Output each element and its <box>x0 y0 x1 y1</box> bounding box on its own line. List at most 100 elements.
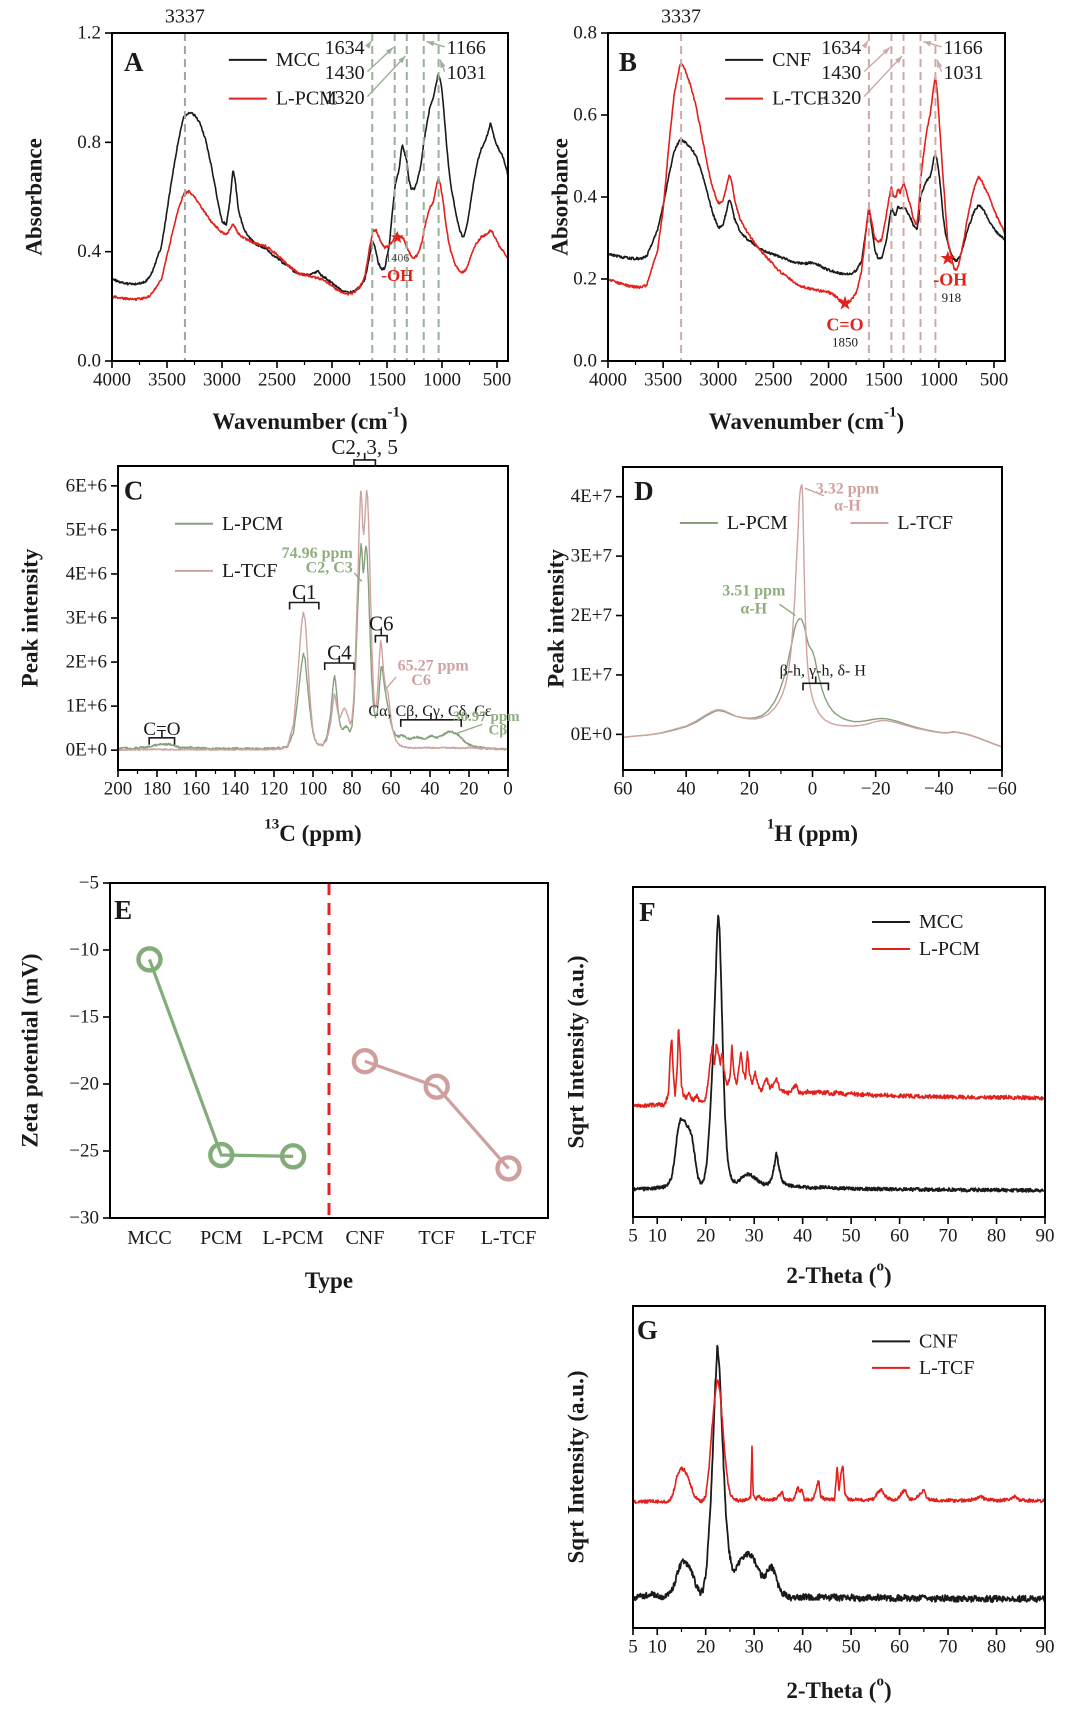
svg-text:0.6: 0.6 <box>573 105 597 126</box>
svg-text:L-PCM: L-PCM <box>727 512 788 534</box>
svg-text:20: 20 <box>696 1226 715 1247</box>
svg-text:1850: 1850 <box>832 334 858 349</box>
svg-text:D: D <box>634 476 654 506</box>
panel-d-1h-nmr: 60 40 20 0 −20 −40 −60 0E+0 1E+7 2E+7 3E+7 4E+7 1H (… <box>540 435 1081 850</box>
svg-text:20: 20 <box>460 779 479 800</box>
svg-text:C: C <box>124 475 144 505</box>
svg-text:β-h, γ-h, δ- H: β-h, γ-h, δ- H <box>780 662 867 679</box>
svg-text:40: 40 <box>793 1226 812 1247</box>
svg-text:90: 90 <box>1036 1637 1055 1658</box>
svg-text:90: 90 <box>1036 1226 1055 1247</box>
svg-text:L-PCM: L-PCM <box>263 1227 324 1249</box>
svg-text:1.2: 1.2 <box>77 23 101 44</box>
svg-text:60: 60 <box>890 1226 909 1247</box>
panel-e-zeta-potential: MCC PCM L-PCM CNF TCF L-TCF −5 −10 −15 −20 −25 −30 T… <box>0 850 556 1298</box>
svg-text:0E+0: 0E+0 <box>66 740 107 761</box>
panel-F-chart: 5 10 20 30 40 50 60 70 80 90 2-Theta (o) Sqrt Inten… <box>564 886 1055 1288</box>
svg-text:Wavenumber (cm-1): Wavenumber (cm-1) <box>212 404 407 433</box>
panel-C-chart: 200 180 160 140 120 100 80 60 40 20 00E+01E+62E+63… <box>18 435 521 845</box>
svg-text:1166: 1166 <box>943 37 982 59</box>
svg-text:G: G <box>637 1315 658 1345</box>
svg-text:Absorbance: Absorbance <box>548 138 573 256</box>
svg-text:L-TCF: L-TCF <box>222 560 278 582</box>
svg-text:C6: C6 <box>411 672 431 689</box>
svg-text:6E+6: 6E+6 <box>66 475 107 496</box>
svg-text:160: 160 <box>182 779 211 800</box>
svg-text:10: 10 <box>648 1637 667 1658</box>
svg-text:C6: C6 <box>369 611 394 635</box>
panel-f-xrd-mcc: 5 10 20 30 40 50 60 70 80 90 2-Theta (o) Sqrt Inten… <box>556 850 1081 1298</box>
svg-text:L-TCF: L-TCF <box>897 512 953 534</box>
svg-text:5: 5 <box>628 1637 638 1658</box>
svg-text:Peak intensity: Peak intensity <box>18 548 43 687</box>
svg-text:1031: 1031 <box>943 62 983 84</box>
svg-text:B: B <box>619 47 637 77</box>
svg-text:C=O: C=O <box>143 719 180 740</box>
svg-text:1000: 1000 <box>920 370 958 391</box>
svg-text:Zeta potential (mV): Zeta potential (mV) <box>18 953 43 1147</box>
svg-text:200: 200 <box>104 779 133 800</box>
svg-text:L-TCF: L-TCF <box>481 1227 537 1249</box>
svg-text:60: 60 <box>614 779 633 800</box>
svg-text:1E+7: 1E+7 <box>571 664 612 685</box>
panel-A-chart: ★ 4000 3500 3000 2500 2000 1500 1000 500 0.0 0.4 0.… <box>22 6 512 434</box>
svg-text:70: 70 <box>939 1226 958 1247</box>
svg-text:60: 60 <box>382 779 401 800</box>
svg-text:60: 60 <box>890 1637 909 1658</box>
svg-text:0.4: 0.4 <box>77 241 101 262</box>
svg-text:−30: −30 <box>69 1208 99 1229</box>
svg-text:CNF: CNF <box>919 1330 958 1352</box>
svg-text:Cα, Cβ, Cγ, Cδ, Cε: Cα, Cβ, Cγ, Cδ, Cε <box>368 703 491 720</box>
svg-text:500: 500 <box>483 370 512 391</box>
svg-text:65.27 ppm: 65.27 ppm <box>398 658 470 675</box>
svg-text:1500: 1500 <box>368 370 406 391</box>
svg-text:1H (ppm): 1H (ppm) <box>767 816 858 845</box>
svg-text:2E+6: 2E+6 <box>66 652 107 673</box>
svg-text:F: F <box>639 897 656 927</box>
svg-text:3.51 ppm: 3.51 ppm <box>722 583 786 600</box>
svg-text:0: 0 <box>503 779 513 800</box>
panel-B-chart: ★ ★ 4000 3500 3000 2500 2000 1500 1000 500 0.0 0.2 0… <box>548 6 1009 434</box>
svg-text:3000: 3000 <box>699 370 737 391</box>
svg-text:0: 0 <box>808 779 818 800</box>
svg-text:L-TCF: L-TCF <box>772 88 828 110</box>
svg-text:80: 80 <box>987 1226 1006 1247</box>
svg-text:CNF: CNF <box>345 1227 384 1249</box>
svg-text:3E+6: 3E+6 <box>66 608 107 629</box>
svg-text:Sqrt Intensity (a.u.): Sqrt Intensity (a.u.) <box>564 1371 589 1564</box>
svg-text:3.32 ppm: 3.32 ppm <box>816 480 880 497</box>
svg-text:5E+6: 5E+6 <box>66 519 107 540</box>
svg-text:140: 140 <box>221 779 250 800</box>
svg-text:−20: −20 <box>861 779 891 800</box>
svg-text:100: 100 <box>299 779 328 800</box>
svg-text:3E+7: 3E+7 <box>571 546 612 567</box>
svg-text:0.8: 0.8 <box>77 132 101 153</box>
panel-E-chart: MCC PCM L-PCM CNF TCF L-TCF −5 −10 −15 −20 −25 −30 T… <box>18 873 549 1293</box>
svg-text:2000: 2000 <box>810 370 848 391</box>
svg-text:40: 40 <box>677 779 696 800</box>
svg-text:−40: −40 <box>924 779 954 800</box>
svg-text:50: 50 <box>842 1226 861 1247</box>
svg-text:Wavenumber (cm-1): Wavenumber (cm-1) <box>709 404 904 433</box>
svg-text:PCM: PCM <box>200 1227 242 1249</box>
svg-text:1634: 1634 <box>821 37 861 59</box>
svg-text:2-Theta (o): 2-Theta (o) <box>786 1673 891 1702</box>
svg-text:1430: 1430 <box>325 62 365 84</box>
svg-text:Peak intensity: Peak intensity <box>544 549 569 688</box>
svg-text:★: ★ <box>836 292 853 314</box>
panel-b-ftir-cnf: ★ ★ 4000 3500 3000 2500 2000 1500 1000 500 0.0 0.2 0… <box>540 0 1081 438</box>
svg-text:★: ★ <box>390 228 405 248</box>
svg-text:−20: −20 <box>69 1074 99 1095</box>
svg-text:0.2: 0.2 <box>573 269 597 290</box>
svg-text:C4: C4 <box>327 640 352 664</box>
svg-text:1031: 1031 <box>447 62 487 84</box>
svg-text:C=O: C=O <box>826 314 863 334</box>
svg-text:0E+0: 0E+0 <box>571 724 612 745</box>
svg-text:1E+6: 1E+6 <box>66 696 107 717</box>
svg-text:α-H: α-H <box>740 600 767 617</box>
svg-text:180: 180 <box>143 779 172 800</box>
svg-text:2500: 2500 <box>754 370 792 391</box>
svg-text:Type: Type <box>305 1268 353 1293</box>
svg-text:L-PCM: L-PCM <box>276 88 337 110</box>
